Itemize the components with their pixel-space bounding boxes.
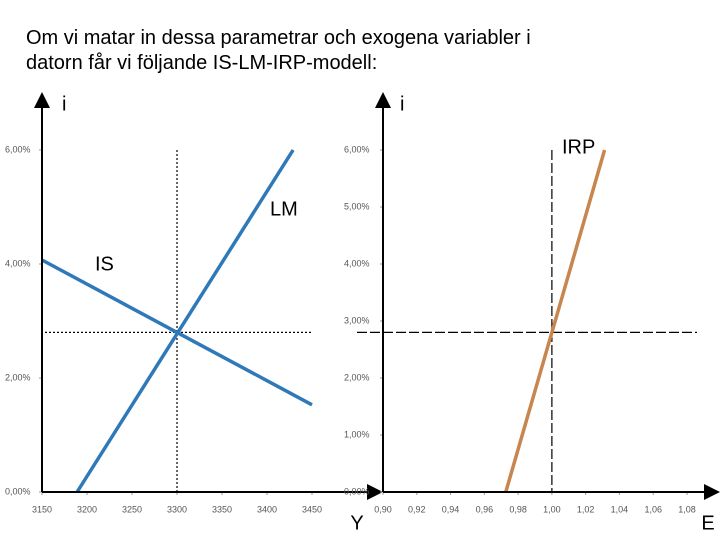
y-tick-label: 0,00%: [344, 486, 370, 496]
series-label: IS: [95, 253, 114, 275]
x-tick-label: 3300: [167, 504, 187, 514]
x-tick-label: 3250: [122, 504, 142, 514]
x-tick-label: 3450: [302, 504, 322, 514]
x-tick-label: 0,90: [374, 504, 392, 514]
x-tick-label: 1,04: [611, 504, 629, 514]
y-axis-label: i: [400, 93, 404, 115]
y-tick-label: 1,00%: [344, 429, 370, 439]
x-tick-label: 1,00: [543, 504, 561, 514]
series-label: LM: [270, 198, 298, 220]
y-tick-label: 0,00%: [5, 486, 31, 496]
x-tick-label: 3350: [212, 504, 232, 514]
y-tick-label: 2,00%: [344, 372, 370, 382]
x-tick-label: 3400: [257, 504, 277, 514]
x-tick-label: 3150: [32, 504, 52, 514]
x-axis-label: Y: [350, 512, 363, 534]
x-tick-label: 0,96: [476, 504, 494, 514]
y-tick-label: 4,00%: [5, 258, 31, 268]
title: Om vi matar in dessa parametrar och exog…: [26, 26, 531, 76]
x-tick-label: 0,92: [408, 504, 426, 514]
y-tick-label: 5,00%: [344, 201, 370, 211]
series-line: [504, 149, 607, 493]
x-tick-label: 1,02: [577, 504, 595, 514]
y-tick-label: 4,00%: [344, 258, 370, 268]
x-tick-label: 3200: [77, 504, 97, 514]
x-tick-label: 0,94: [442, 504, 460, 514]
x-tick-label: 1,06: [644, 504, 662, 514]
y-tick-label: 3,00%: [344, 315, 370, 325]
series-line: [75, 149, 295, 493]
x-axis-label: E: [701, 512, 714, 534]
title-line: datorn får vi följande IS-LM-IRP-modell:: [26, 52, 378, 74]
y-tick-label: 6,00%: [344, 144, 370, 154]
series-label: IRP: [562, 136, 595, 158]
x-tick-label: 1,08: [678, 504, 696, 514]
title-line: Om vi matar in dessa parametrar och exog…: [26, 27, 531, 49]
y-tick-label: 2,00%: [5, 372, 31, 382]
y-tick-label: 6,00%: [5, 144, 31, 154]
x-tick-label: 0,98: [509, 504, 527, 514]
y-axis-label: i: [62, 93, 66, 115]
